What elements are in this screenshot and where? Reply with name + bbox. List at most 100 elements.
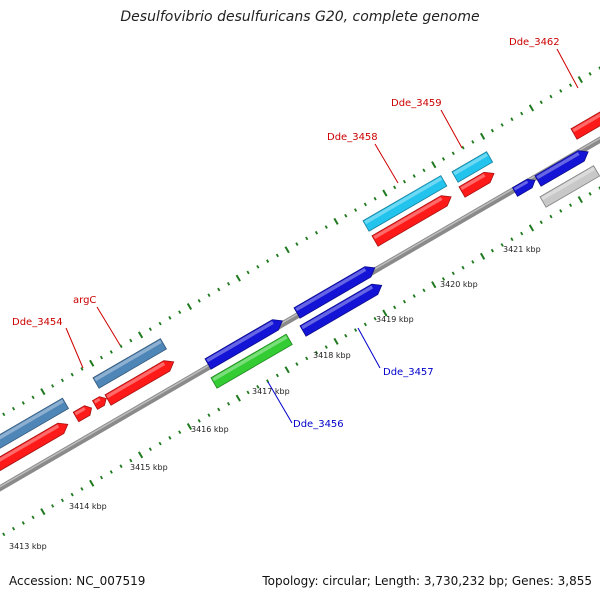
minor-tick bbox=[11, 526, 16, 531]
gene-label[interactable]: Dde_3456 bbox=[293, 419, 344, 430]
minor-tick bbox=[353, 328, 358, 332]
gene-label[interactable]: argC bbox=[73, 295, 96, 306]
minor-tick bbox=[520, 111, 524, 116]
minor-tick bbox=[539, 220, 543, 225]
minor-tick bbox=[490, 128, 494, 133]
minor-tick bbox=[295, 242, 299, 246]
feature-blue-1[interactable] bbox=[204, 316, 285, 370]
minor-tick bbox=[60, 498, 64, 503]
minor-tick bbox=[275, 373, 279, 378]
gene-leader-line bbox=[65, 327, 84, 369]
kbp-label: 3413 kbp bbox=[9, 542, 47, 551]
minor-tick bbox=[568, 203, 573, 208]
minor-tick bbox=[353, 208, 358, 212]
minor-tick bbox=[539, 100, 543, 105]
minor-tick bbox=[99, 355, 104, 360]
minor-tick bbox=[295, 362, 299, 366]
major-tick bbox=[577, 196, 583, 204]
gene-leader-line bbox=[374, 143, 399, 184]
feature-blue-3[interactable] bbox=[299, 280, 385, 337]
minor-tick bbox=[549, 94, 553, 99]
major-tick bbox=[40, 508, 46, 516]
kbp-label-group: 3413 kbp 3414 kbp 3415 kbp 3416 kbp 3417 kbp… bbox=[9, 245, 541, 551]
minor-tick bbox=[148, 327, 152, 332]
minor-tick bbox=[158, 321, 162, 326]
minor-tick bbox=[21, 401, 25, 405]
minor-tick bbox=[305, 236, 309, 241]
feature-cyan-1[interactable] bbox=[362, 175, 448, 232]
major-tick bbox=[333, 337, 339, 345]
feature-red-5[interactable] bbox=[570, 108, 600, 140]
minor-tick bbox=[2, 412, 6, 417]
feature-green-1[interactable] bbox=[210, 333, 293, 389]
minor-tick bbox=[11, 406, 16, 411]
feature-red-1[interactable] bbox=[0, 419, 71, 472]
feature-red-3[interactable] bbox=[371, 192, 454, 247]
gene-leader-line bbox=[556, 48, 579, 89]
minor-tick bbox=[305, 356, 309, 361]
minor-tick bbox=[461, 265, 465, 270]
minor-tick bbox=[441, 277, 446, 281]
minor-tick bbox=[451, 271, 455, 276]
major-tick bbox=[431, 161, 437, 169]
minor-tick bbox=[520, 231, 524, 236]
gene-leader-line bbox=[357, 327, 381, 369]
minor-tick bbox=[217, 287, 221, 292]
minor-tick bbox=[461, 145, 465, 150]
feature-blue-2[interactable] bbox=[293, 263, 378, 319]
major-tick bbox=[137, 331, 144, 339]
major-tick bbox=[137, 451, 144, 459]
gene-label-group: Dde_3454 argC Dde_3456 Dde_3457 Dde_3458 Dde_… bbox=[12, 37, 560, 430]
feature-blue-4[interactable] bbox=[534, 147, 591, 187]
minor-tick bbox=[80, 367, 84, 371]
feature-blue-small-1[interactable] bbox=[511, 176, 537, 197]
minor-tick bbox=[2, 532, 6, 537]
feature-red-2[interactable] bbox=[104, 357, 177, 406]
minor-tick bbox=[256, 264, 260, 269]
feature-red-small-2[interactable] bbox=[91, 394, 108, 410]
minor-tick bbox=[588, 72, 592, 76]
minor-tick bbox=[80, 487, 84, 491]
minor-tick bbox=[402, 299, 407, 304]
minor-tick bbox=[412, 294, 416, 298]
minor-tick bbox=[363, 322, 367, 327]
gene-label[interactable]: Dde_3454 bbox=[12, 317, 63, 328]
major-tick bbox=[333, 217, 339, 225]
feature-red-small-1[interactable] bbox=[72, 403, 94, 423]
minor-tick bbox=[207, 293, 211, 298]
minor-tick bbox=[31, 515, 35, 520]
minor-tick bbox=[129, 338, 133, 343]
minor-tick bbox=[324, 345, 328, 349]
minor-tick bbox=[422, 168, 426, 173]
minor-tick bbox=[559, 209, 563, 213]
minor-tick bbox=[119, 464, 123, 469]
minor-tick bbox=[373, 316, 377, 321]
feature-steelblue-2[interactable] bbox=[92, 338, 168, 389]
outer-tick-track bbox=[2, 66, 600, 417]
feature-cyan-2[interactable] bbox=[451, 151, 494, 183]
gene-label[interactable]: Dde_3459 bbox=[391, 98, 442, 109]
minor-tick bbox=[393, 185, 397, 190]
kbp-label: 3419 kbp bbox=[376, 315, 414, 324]
minor-tick bbox=[60, 378, 64, 383]
minor-tick bbox=[51, 384, 55, 388]
minor-tick bbox=[549, 214, 553, 219]
minor-tick bbox=[402, 179, 407, 184]
minor-tick bbox=[226, 401, 231, 406]
major-tick bbox=[284, 366, 290, 374]
feature-steelblue-1[interactable] bbox=[0, 397, 70, 452]
minor-tick bbox=[344, 333, 348, 338]
major-tick bbox=[186, 302, 193, 311]
gene-label[interactable]: Dde_3458 bbox=[327, 132, 378, 143]
minor-tick bbox=[148, 447, 152, 452]
minor-tick bbox=[568, 83, 573, 88]
feature-red-4[interactable] bbox=[458, 168, 497, 198]
gene-label[interactable]: Dde_3457 bbox=[383, 367, 434, 378]
minor-tick bbox=[178, 310, 182, 315]
gene-label[interactable]: Dde_3462 bbox=[509, 37, 560, 48]
major-tick bbox=[235, 394, 241, 402]
minor-tick bbox=[393, 305, 397, 310]
kbp-label: 3421 kbp bbox=[503, 245, 541, 254]
major-tick bbox=[186, 422, 193, 431]
